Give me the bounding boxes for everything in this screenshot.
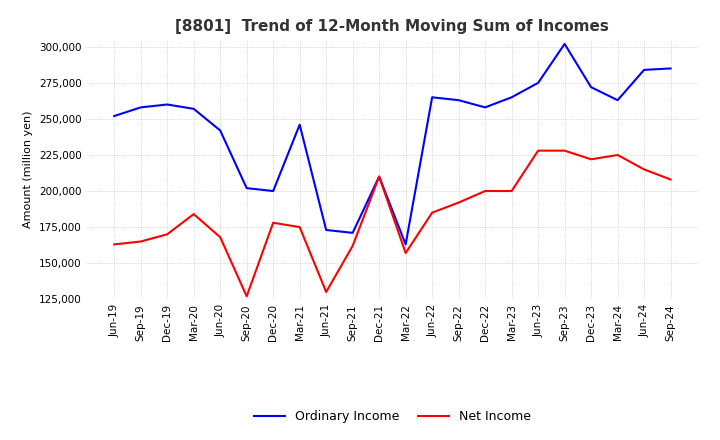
Ordinary Income [640, 67, 649, 73]
Net Income [401, 250, 410, 256]
Net Income [375, 174, 384, 179]
Net Income [560, 148, 569, 153]
Net Income [163, 231, 171, 237]
Line: Ordinary Income: Ordinary Income [114, 44, 670, 244]
Net Income [587, 157, 595, 162]
Ordinary Income [428, 95, 436, 100]
Net Income [640, 167, 649, 172]
Ordinary Income [322, 227, 330, 233]
Ordinary Income [269, 188, 277, 194]
Ordinary Income [163, 102, 171, 107]
Ordinary Income [534, 80, 542, 85]
Ordinary Income [136, 105, 145, 110]
Net Income [481, 188, 490, 194]
Net Income [189, 212, 198, 217]
Ordinary Income [295, 122, 304, 127]
Net Income [454, 200, 463, 205]
Ordinary Income [481, 105, 490, 110]
Ordinary Income [666, 66, 675, 71]
Ordinary Income [243, 186, 251, 191]
Ordinary Income [560, 41, 569, 47]
Ordinary Income [401, 242, 410, 247]
Ordinary Income [189, 106, 198, 111]
Net Income [136, 239, 145, 244]
Net Income [110, 242, 119, 247]
Ordinary Income [508, 95, 516, 100]
Net Income [508, 188, 516, 194]
Ordinary Income [110, 114, 119, 119]
Net Income [348, 243, 357, 249]
Title: [8801]  Trend of 12-Month Moving Sum of Incomes: [8801] Trend of 12-Month Moving Sum of I… [176, 19, 609, 34]
Net Income [295, 224, 304, 230]
Net Income [534, 148, 542, 153]
Legend: Ordinary Income, Net Income: Ordinary Income, Net Income [248, 405, 536, 428]
Ordinary Income [454, 98, 463, 103]
Net Income [428, 210, 436, 215]
Ordinary Income [216, 128, 225, 133]
Net Income [269, 220, 277, 225]
Y-axis label: Amount (million yen): Amount (million yen) [23, 110, 33, 228]
Ordinary Income [348, 230, 357, 235]
Line: Net Income: Net Income [114, 150, 670, 296]
Net Income [613, 152, 622, 158]
Ordinary Income [613, 98, 622, 103]
Net Income [216, 235, 225, 240]
Net Income [322, 290, 330, 295]
Ordinary Income [375, 174, 384, 179]
Ordinary Income [587, 84, 595, 90]
Net Income [243, 293, 251, 299]
Net Income [666, 177, 675, 182]
